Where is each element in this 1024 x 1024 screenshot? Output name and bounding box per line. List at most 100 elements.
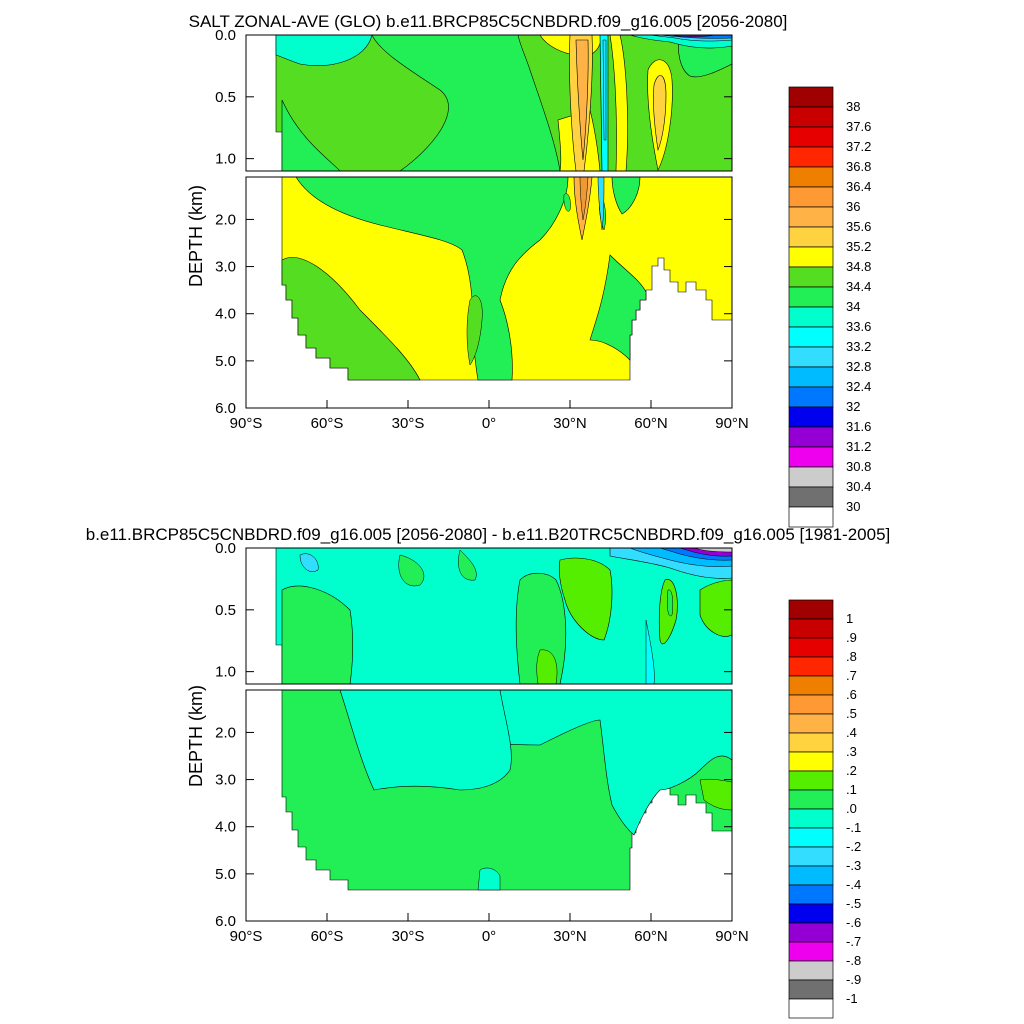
colorbar-swatch	[788, 326, 834, 348]
chart-2-y-axis-label: DEPTH (km)	[186, 685, 206, 787]
y-tick-label: 1.0	[215, 151, 236, 168]
chart-1-title: SALT ZONAL-AVE (GLO) b.e11.BRCP85C5CNBDR…	[189, 12, 788, 31]
colorbar-label: 30.8	[846, 459, 871, 474]
y-tick-label: 0.5	[215, 89, 236, 106]
chart-2-colorbar: 1 .9 .8 .7 .6 .5 .4 .3 .2 .1 .0 -.1 -.2 -.3 -.4 -.5 -.6 -…	[788, 599, 861, 1019]
colorbar-swatch	[788, 386, 834, 408]
colorbar-label: 31.2	[846, 439, 871, 454]
colorbar-label: -.9	[846, 972, 861, 987]
chart-2-lower-field	[246, 690, 732, 921]
colorbar-label: 36	[846, 199, 860, 214]
colorbar-swatch	[788, 770, 834, 791]
x-tick-label: 90°N	[715, 415, 749, 432]
colorbar-swatch	[788, 466, 834, 488]
colorbar-swatch	[788, 808, 834, 829]
colorbar-label: 32.4	[846, 379, 871, 394]
colorbar-swatch	[788, 446, 834, 468]
chart-1-y-ticks: 0.0 0.5 1.0 2.0 3.0 4.0 5.0 6.0	[215, 27, 732, 417]
colorbar-label: 37.2	[846, 139, 871, 154]
chart-2: b.e11.BRCP85C5CNBDRD.f09_g16.005 [2056-2…	[86, 525, 891, 1019]
x-tick-label: 30°N	[553, 415, 587, 432]
chart-1-x-ticks: 90°S 60°S 30°S 0° 30°N 60°N 90°N	[230, 400, 749, 432]
colorbar-label: -.8	[846, 953, 861, 968]
chart-1-y-axis-label: DEPTH (km)	[186, 185, 206, 287]
colorbar-swatch	[788, 506, 834, 528]
colorbar-label: -1	[846, 991, 858, 1006]
colorbar-label: 30.4	[846, 479, 871, 494]
colorbar-label: 38	[846, 99, 860, 114]
chart-2-title: b.e11.BRCP85C5CNBDRD.f09_g16.005 [2056-2…	[86, 525, 891, 544]
colorbar-swatch	[788, 426, 834, 448]
colorbar-label: 34	[846, 299, 860, 314]
y-tick-label: 3.0	[215, 259, 236, 276]
x-tick-label: 0°	[482, 415, 496, 432]
colorbar-swatch	[788, 789, 834, 810]
y-tick-label: 2.0	[215, 724, 236, 741]
colorbar-swatch	[788, 366, 834, 388]
colorbar-label: -.3	[846, 858, 861, 873]
colorbar-label: 32	[846, 399, 860, 414]
colorbar-swatch	[788, 713, 834, 734]
x-tick-label: 90°N	[715, 928, 749, 945]
colorbar-swatch	[788, 186, 834, 208]
colorbar-swatch	[788, 306, 834, 328]
colorbar-label: 36.4	[846, 179, 871, 194]
chart-2-upper-frame	[245, 547, 733, 685]
colorbar-label: 30	[846, 499, 860, 514]
colorbar-swatch	[788, 903, 834, 924]
colorbar-swatch	[788, 406, 834, 428]
colorbar-swatch	[788, 960, 834, 981]
colorbar-swatch	[788, 166, 834, 188]
colorbar-swatch	[788, 846, 834, 867]
colorbar-label: -.6	[846, 915, 861, 930]
y-tick-label: 4.0	[215, 306, 236, 323]
x-tick-label: 90°S	[230, 928, 263, 945]
colorbar-swatch	[788, 206, 834, 228]
chart-1-upper-field	[246, 35, 732, 171]
colorbar-label: .1	[846, 782, 857, 797]
chart-1-upper-frame	[245, 34, 733, 172]
y-tick-label: 6.0	[215, 913, 236, 930]
colorbar-swatch	[788, 675, 834, 696]
y-tick-label: 4.0	[215, 819, 236, 836]
y-tick-label: 3.0	[215, 772, 236, 789]
colorbar-label: .7	[846, 668, 857, 683]
colorbar-swatch	[788, 266, 834, 288]
colorbar-label: .5	[846, 706, 857, 721]
x-tick-label: 90°S	[230, 415, 263, 432]
colorbar-swatch	[788, 246, 834, 268]
colorbar-label: 31.6	[846, 419, 871, 434]
colorbar-swatch	[788, 827, 834, 848]
colorbar-label: 33.6	[846, 319, 871, 334]
colorbar-label: -.4	[846, 877, 861, 892]
colorbar-label: .0	[846, 801, 857, 816]
x-tick-label: 60°S	[311, 415, 344, 432]
y-tick-label: 0.0	[215, 540, 236, 557]
x-tick-label: 0°	[482, 928, 496, 945]
colorbar-swatch	[788, 486, 834, 508]
y-tick-label: 5.0	[215, 353, 236, 370]
colorbar-label: .2	[846, 763, 857, 778]
colorbar-swatch	[788, 286, 834, 308]
x-tick-label: 30°S	[392, 415, 425, 432]
y-tick-label: 0.0	[215, 27, 236, 44]
x-tick-label: 30°S	[392, 928, 425, 945]
colorbar-swatch	[788, 922, 834, 943]
colorbar-label: 34.8	[846, 259, 871, 274]
colorbar-swatch	[788, 86, 834, 108]
colorbar-label: 34.4	[846, 279, 871, 294]
colorbar-label: .6	[846, 687, 857, 702]
y-tick-label: 5.0	[215, 866, 236, 883]
colorbar-swatch	[788, 751, 834, 772]
colorbar-label: -.7	[846, 934, 861, 949]
colorbar-swatch	[788, 106, 834, 128]
colorbar-label: .4	[846, 725, 857, 740]
colorbar-swatch	[788, 865, 834, 886]
colorbar-swatch	[788, 656, 834, 677]
chart-2-y-ticks: 0.0 0.5 1.0 2.0 3.0 4.0 5.0 6.0	[215, 540, 732, 930]
colorbar-label: 1	[846, 611, 853, 626]
colorbar-swatch	[788, 599, 834, 620]
colorbar-label: .8	[846, 649, 857, 664]
colorbar-swatch	[788, 694, 834, 715]
